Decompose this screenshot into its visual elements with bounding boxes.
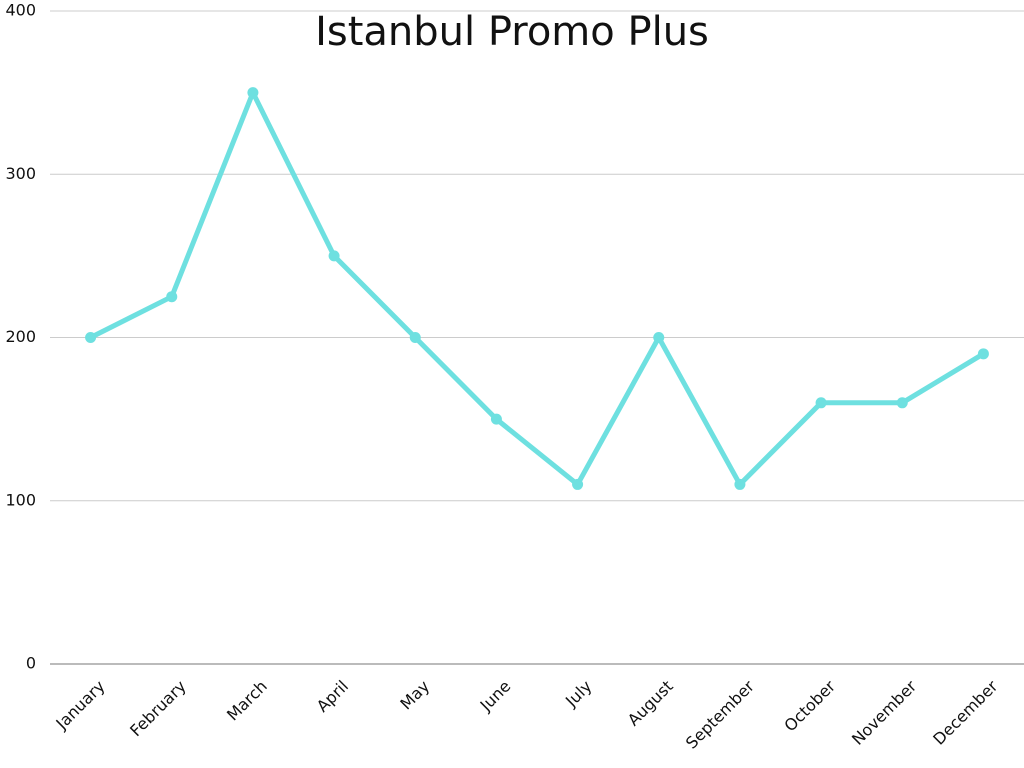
x-tick-label: September (682, 676, 758, 752)
x-tick-label: August (624, 677, 677, 730)
data-line (89, 90, 985, 487)
data-point (653, 332, 665, 343)
data-point (734, 478, 746, 490)
y-tick-label: 200 (5, 327, 36, 346)
y-tick-label: 300 (5, 164, 36, 183)
data-point (896, 397, 908, 409)
chart-title: Istanbul Promo Plus (315, 9, 709, 55)
x-tick-label: December (929, 676, 1001, 748)
x-tick-label: May (396, 677, 433, 714)
y-tick-label: 400 (5, 1, 36, 20)
data-point (85, 332, 97, 343)
x-tick-label: October (780, 676, 839, 735)
data-point (815, 397, 827, 409)
data-point (328, 250, 340, 262)
data-point (572, 478, 584, 490)
x-tick-label: July (561, 677, 595, 711)
data-point (490, 413, 502, 425)
x-tick-label: February (126, 677, 190, 741)
data-point (166, 291, 178, 303)
x-tick-label: April (313, 677, 352, 716)
data-point (977, 348, 989, 360)
data-point (247, 87, 259, 99)
data-point (409, 332, 421, 343)
y-tick-label: 0 (26, 654, 36, 673)
x-tick-label: March (223, 677, 271, 725)
y-tick-label: 100 (5, 490, 36, 509)
x-tick-label: June (476, 677, 515, 716)
x-tick-label: November (848, 676, 921, 749)
x-tick-label: January (52, 677, 109, 734)
